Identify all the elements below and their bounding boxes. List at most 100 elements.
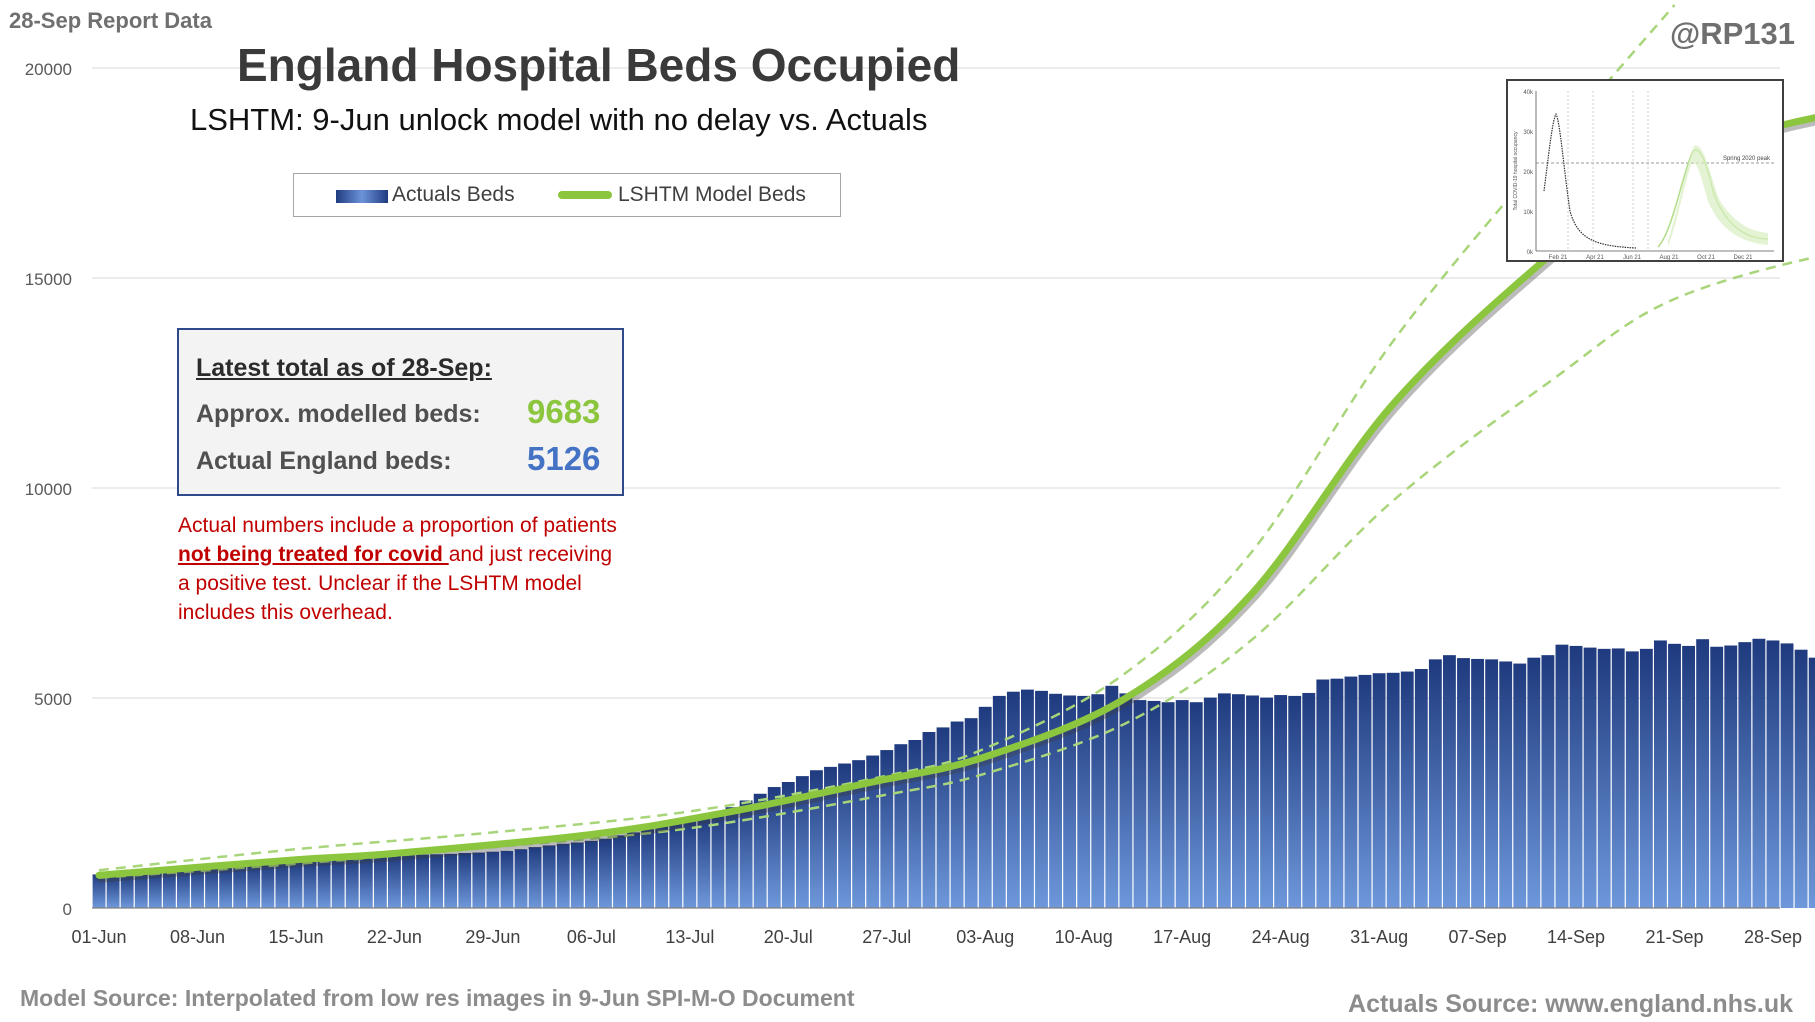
actuals-bar <box>1597 648 1611 908</box>
actuals-bar <box>542 845 556 908</box>
actuals-bar <box>1443 655 1456 908</box>
actuals-bar <box>964 718 978 908</box>
actuals-bar <box>1091 694 1105 908</box>
actuals-bar <box>1260 697 1273 908</box>
modelled-beds-label: Approx. modelled beds: <box>196 400 481 428</box>
actuals-bar <box>1189 702 1203 908</box>
actuals-bar <box>894 744 908 908</box>
x-tick-label: 28-Sep <box>1744 927 1802 947</box>
actuals-bar <box>402 855 415 908</box>
actuals-bar <box>1203 697 1217 908</box>
actuals-bar <box>205 867 218 908</box>
modelled-beds-value: 9683 <box>527 393 601 430</box>
actuals-bar <box>430 854 444 908</box>
actuals-bar <box>148 872 162 908</box>
actuals-bar <box>1471 658 1484 908</box>
x-tick-label: 03-Aug <box>956 927 1014 947</box>
x-tick-label: 14-Sep <box>1547 927 1605 947</box>
chart-subtitle: LSHTM: 9-Jun unlock model with no delay … <box>190 102 928 137</box>
actuals-bar <box>233 866 247 908</box>
actuals-bar <box>739 800 753 908</box>
actuals-bar <box>697 817 711 908</box>
actuals-bar <box>317 860 331 908</box>
caveat-note-part1: Actual numbers include a proportion of p… <box>178 514 617 537</box>
actuals-bar <box>1485 659 1499 908</box>
actuals-bar <box>331 859 345 908</box>
actuals-bar <box>500 850 514 908</box>
actuals-bar <box>1344 676 1358 908</box>
actuals-bar <box>1232 694 1245 908</box>
actuals-bar <box>1625 651 1639 908</box>
actuals-bar <box>247 865 261 908</box>
caveat-note-part2: and just receiving a positive test. Uncl… <box>178 543 613 624</box>
actuals-bar <box>824 766 837 908</box>
report-date-label: 28-Sep Report Data <box>9 8 212 33</box>
y-tick-label: 10000 <box>25 480 72 499</box>
author-handle: @RP131 <box>1669 16 1795 51</box>
actuals-bar <box>1794 649 1808 908</box>
model-source-footer: Model Source: Interpolated from low res … <box>20 985 855 1011</box>
x-tick-label: 24-Aug <box>1252 927 1310 947</box>
actuals-bar <box>289 862 303 908</box>
actuals-bar <box>1654 640 1667 908</box>
axes: 01-Jun 08-Jun 15-Jun 22-Jun 29-Jun 06-Jul 13-J… <box>72 907 1802 947</box>
actuals-bar <box>191 868 204 908</box>
actuals-bar <box>641 829 655 908</box>
model-lower-bound <box>98 255 1815 880</box>
actuals-bar <box>1724 645 1738 908</box>
actuals-bar <box>1611 648 1625 908</box>
actuals-bar <box>1639 648 1653 908</box>
actuals-bar <box>1682 645 1695 908</box>
actuals-bar <box>275 863 289 908</box>
inset-actuals-line <box>1543 112 1637 249</box>
legend-model-swatch <box>558 191 612 199</box>
latest-total-heading: Latest total as of 28-Sep: <box>196 354 492 382</box>
actuals-bar <box>950 721 964 908</box>
x-tick-label: 29-Jun <box>465 927 520 947</box>
x-tick-label: 22-Jun <box>367 927 422 947</box>
actuals-bar <box>978 706 992 908</box>
x-tick-label: 15-Jun <box>268 927 323 947</box>
x-tick-label: 17-Aug <box>1153 927 1211 947</box>
chart-legend: Actuals Beds LSHTM Model Beds <box>293 173 841 217</box>
legend-model-label: LSHTM Model Beds <box>618 183 806 206</box>
actuals-bar <box>922 732 936 908</box>
actuals-bar <box>1035 690 1048 908</box>
actuals-bar <box>1105 685 1119 908</box>
actuals-bar <box>725 807 739 908</box>
actuals-bar <box>345 858 359 908</box>
actuals-bar <box>838 763 851 908</box>
actuals-bar <box>134 873 148 908</box>
actuals-bar <box>373 856 387 908</box>
inset-original-chart: 40k 30k 20k 10k 0k Feb 21 Apr 21 Jun 21 Aug 21 Oc… <box>1506 79 1784 262</box>
actuals-bar <box>177 869 190 908</box>
inset-y-tick-label: 0k <box>1527 250 1534 256</box>
inset-y-axis-label: Total COVID-19 hospital occupancy <box>1513 131 1519 210</box>
actuals-bar <box>1457 658 1470 908</box>
actuals-bar <box>359 857 373 908</box>
actuals-bar <box>1752 638 1766 908</box>
y-tick-label: 20000 <box>25 60 72 79</box>
x-tick-label: 27-Jul <box>862 927 911 947</box>
actual-beds-label: Actual England beds: <box>196 447 452 475</box>
inset-x-tick-label: Oct 21 <box>1697 255 1715 260</box>
actuals-bar <box>1386 672 1400 908</box>
actuals-bar <box>219 867 233 908</box>
inset-x-tick-label: Feb 21 <box>1549 255 1568 260</box>
actuals-bar <box>866 755 880 908</box>
inset-x-tick-label: Jun 21 <box>1623 255 1642 260</box>
actuals-bar <box>1710 646 1724 908</box>
actuals-bar <box>1499 661 1513 908</box>
actuals-bar <box>528 847 542 908</box>
actuals-bar <box>1668 643 1681 908</box>
actuals-bar <box>627 832 640 908</box>
actuals-bar <box>472 852 486 908</box>
actuals-bar <box>655 826 669 908</box>
actuals-bar <box>486 851 500 908</box>
latest-total-box: Latest total as of 28-Sep: Approx. model… <box>177 328 624 496</box>
actuals-bar <box>514 849 528 908</box>
actuals-bar <box>1316 679 1330 908</box>
inset-model-band <box>1668 145 1768 247</box>
actuals-bar <box>1513 663 1527 908</box>
actuals-bar <box>669 824 683 908</box>
